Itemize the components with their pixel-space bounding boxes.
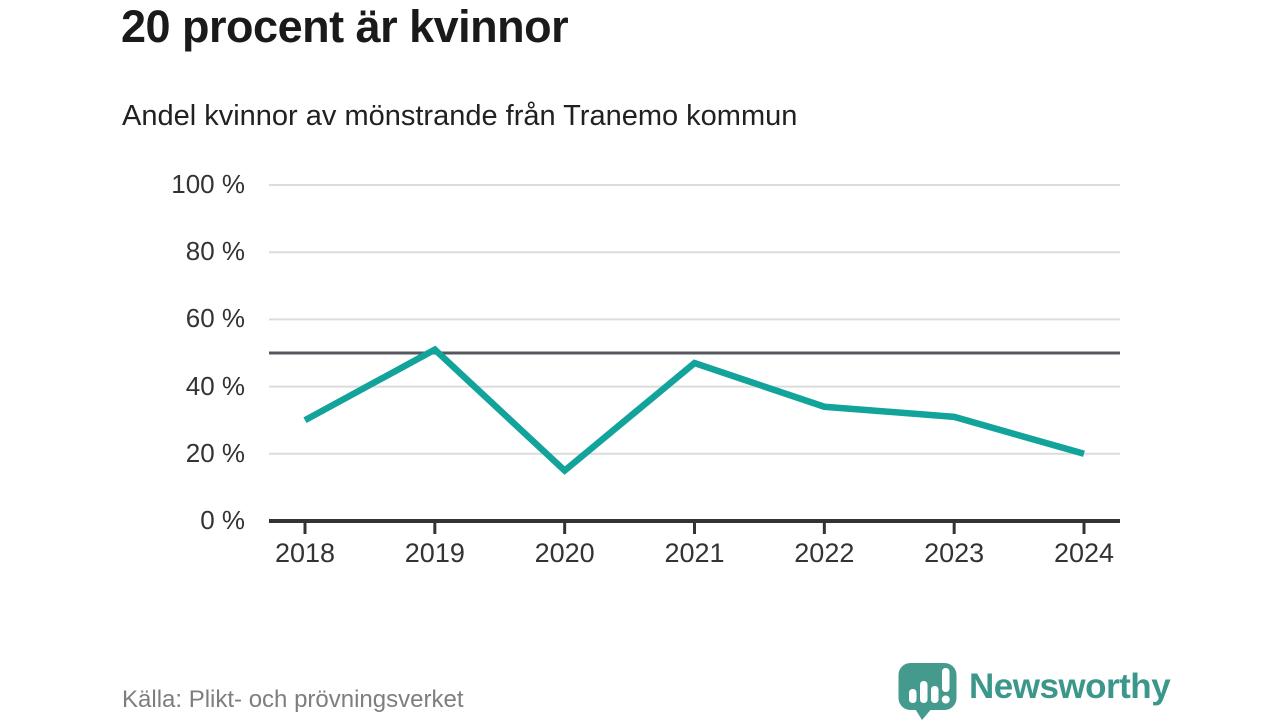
y-tick-label: 100 % <box>171 168 245 199</box>
y-tick-label: 60 % <box>185 303 245 334</box>
newsworthy-bubble-chart-icon <box>897 662 958 720</box>
x-tick-label: 2021 <box>664 538 725 568</box>
x-tick-label: 2024 <box>1053 538 1115 568</box>
y-tick-label: 20 % <box>185 437 245 468</box>
x-tick-label: 2019 <box>404 538 465 568</box>
chart-subtitle: Andel kvinnor av mönstrande från Tranemo… <box>122 100 798 132</box>
y-tick-label: 0 % <box>200 504 245 535</box>
page-title: 20 procent är kvinnor <box>121 1 569 52</box>
y-tick-label: 40 % <box>185 370 245 401</box>
newsworthy-wordmark: Newsworthy <box>969 667 1171 706</box>
x-tick-label: 2022 <box>794 538 855 568</box>
x-tick-label: 2020 <box>534 538 595 568</box>
x-tick-label: 2023 <box>924 538 985 568</box>
source-note: Källa: Plikt- och prövningsverket <box>122 686 464 713</box>
newsworthy-logo: Newsworthy <box>897 662 1171 720</box>
data-line <box>303 345 1085 475</box>
y-tick-label: 80 % <box>185 236 245 267</box>
x-tick-label: 2018 <box>274 538 336 568</box>
